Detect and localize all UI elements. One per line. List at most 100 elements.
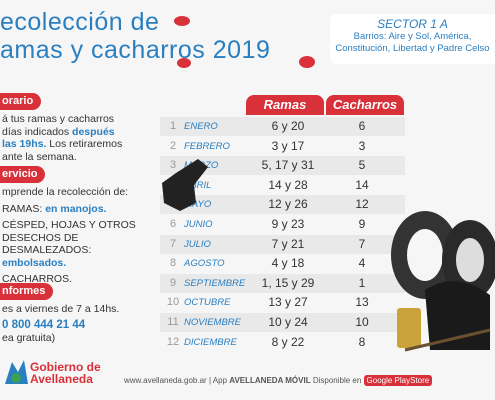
cacharros-date: 10 [355,315,369,329]
row-number: 8 [169,257,177,270]
store-badge[interactable]: Google PlayStore [363,375,433,386]
sector-box: SECTOR 1 A Barrios: Aire y Sol, América,… [330,14,495,64]
text: días indicados [2,125,73,138]
table-row: 7 JULIO 7 y 21 7 [160,234,405,254]
row-number: 6 [169,218,177,230]
cacharros-date: 8 [358,334,366,349]
sector-neighborhoods: Constitución, Libertad y Padre Celso [335,43,490,54]
text-line: á tus ramas y cacharros [2,113,115,125]
ramas-dates: 12 y 26 [268,197,308,212]
cacharros-date: 3 [358,138,366,153]
title-line: ecolección de [0,8,160,36]
bird-decoration [174,16,191,68]
ramas-dates: 7 y 21 [271,236,305,251]
sector-title: SECTOR 1 A [377,17,448,31]
month: SEPTIEMBRE [184,277,246,289]
text-line: embolsados. [2,256,67,269]
cacharros-date: 6 [358,119,366,133]
cacharros-date: 5 [358,158,366,173]
month: ABRIL [184,179,212,191]
column-header: Cacharros [326,95,404,115]
month: FEBRERO [184,140,230,152]
web: www.avellaneda.gob.ar | App [124,376,230,385]
ramas-dates: 13 y 27 [268,295,308,310]
month: JULIO [184,238,211,250]
logo-line: Gobierno de [30,360,101,374]
row-number: 11 [167,316,179,328]
sector-neighborhoods: Barrios: Aire y Sol, América, [353,31,472,42]
logo-text: Gobierno de Avellaneda [30,361,101,385]
ramas-dates: 5, 17 y 31 [261,158,315,173]
text-line: ante la semana. [2,150,77,163]
section-text: mprende la recolección de: RAMAS: en man… [2,186,136,286]
ramas-dates: 3 y 17 [271,138,305,153]
month: DICIEMBRE [184,336,237,348]
cacharros-date: 13 [355,295,369,310]
row-number: 1 [169,120,177,132]
ramas-dates: 8 y 22 [271,334,305,349]
table-row: 1 ENERO 6 y 20 6 [160,117,405,136]
row-number: 9 [169,276,177,289]
ramas-dates: 14 y 28 [268,177,308,192]
row-number: 3 [169,159,177,172]
section-text: á tus ramas y cacharros días indicados d… [2,113,122,163]
section-heading: ervicio [0,166,46,183]
month: OCTUBRE [184,297,231,309]
row-number: 12 [166,335,180,348]
tires-illustration [391,211,495,352]
emphasis: en manojos. [45,202,107,215]
phone: 0 800 444 21 44 [2,319,86,331]
text-line: DESECHOS DE [2,231,79,244]
cacharros-date: 1 [358,275,366,290]
ramas-dates: 9 y 23 [271,217,305,231]
table-row: 12 DICIEMBRE 8 y 22 8 [160,332,405,352]
title-line: amas y cacharros 2019 [0,36,271,64]
section-heading: nformes [0,283,54,300]
table-row: 8 AGOSTO 4 y 18 4 [160,254,405,274]
cacharros-date: 7 [358,236,366,251]
ramas-dates: 1, 15 y 29 [261,275,315,290]
text-line: es a viernes de 7 a 14hs. [2,303,120,315]
text: Disponible en [310,376,364,385]
section-text: es a viernes de 7 a 14hs. 0 800 444 21 4… [2,303,119,345]
column-header: Ramas [246,95,324,115]
ramas-dates: 10 y 24 [268,315,308,329]
hand-icon [162,159,208,211]
cacharros-date: 4 [358,256,366,271]
cacharros-date: 12 [355,197,369,212]
row-number: 2 [169,139,177,152]
month: JUNIO [184,219,213,230]
text: Los retiraremos [46,138,123,150]
month: MAYO [184,199,212,211]
ramas-dates: 4 y 18 [271,256,305,271]
table-row: 9 SEPTIEMBRE 1, 15 y 29 1 [160,273,405,293]
text-line: RAMAS: en manojos. [2,203,136,216]
month: NOVIEMBRE [184,317,242,328]
month: AGOSTO [184,258,225,270]
text-line: mprende la recolección de: [2,186,129,198]
text-line: ea gratuita) [2,332,56,344]
text-line: CÉSPED, HOJAS Y OTROS [2,219,136,231]
table-row: 11 NOVIEMBRE 10 y 24 10 [160,313,405,332]
logo-icon [5,360,28,384]
logo-line: Avellaneda [30,372,93,386]
emphasis: las 19hs. [2,138,47,150]
emphasis: después [72,125,115,138]
text: RAMAS: [2,202,46,215]
app-name: AVELLANEDA MÓVIL [229,376,311,385]
footer-text: www.avellaneda.gob.ar | App AVELLANEDA M… [124,375,433,386]
table-row: 6 JUNIO 9 y 23 9 [160,215,405,234]
table-row: 10 OCTUBRE 13 y 27 13 [160,293,405,313]
month: ENERO [184,121,218,132]
ramas-dates: 6 y 20 [271,119,305,133]
text-line: DESMALEZADOS: [2,244,92,256]
cacharros-date: 14 [355,177,369,192]
row-number: 7 [169,237,177,250]
table-row: 2 FEBRERO 3 y 17 3 [160,136,405,156]
bird-decoration [299,56,315,68]
section-heading: orario [0,93,42,110]
text-line: CACHARROS. [2,273,73,285]
cacharros-date: 9 [358,217,366,231]
